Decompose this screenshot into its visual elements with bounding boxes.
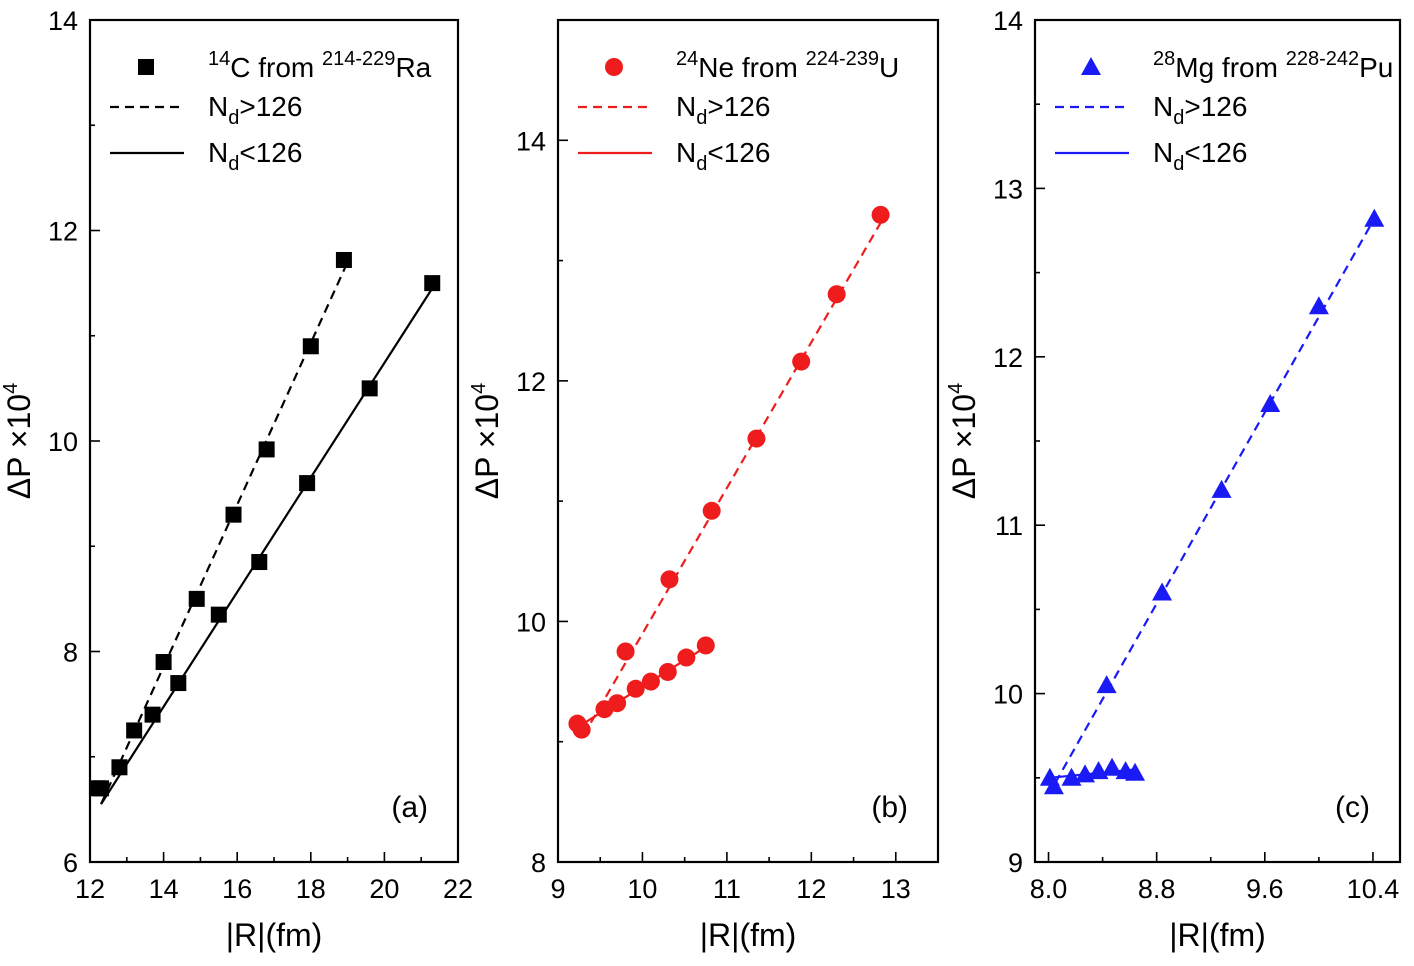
data-point <box>93 780 110 797</box>
x-tick-label: 9.6 <box>1246 874 1284 904</box>
y-tick-label: 8 <box>63 638 78 668</box>
panel-label: (b) <box>871 791 908 824</box>
y-tick-label: 8 <box>531 848 546 878</box>
y-tick-label: 10 <box>516 607 546 637</box>
y-tick-label: 10 <box>993 680 1023 710</box>
y-tick-label: 12 <box>516 367 546 397</box>
fit-line-solid <box>576 644 709 729</box>
y-tick-label: 12 <box>993 343 1023 373</box>
chart-panel-3: 8.0 8.8 9.6 10.4 9 10 11 12 13 14 |R|(fm) ΔP ×104 28… <box>945 6 1402 953</box>
legend-dashed-label: Nd>126 <box>1153 91 1247 129</box>
x-tick-label: 11 <box>713 874 741 904</box>
data-point <box>258 441 275 458</box>
legend: 14C from 214-229Ra Nd>126 Nd<126 <box>110 48 432 175</box>
y-axis-title: ΔP ×104 <box>468 383 505 499</box>
data-point <box>302 338 319 355</box>
data-point <box>1043 776 1064 795</box>
x-tick-label: 13 <box>881 874 911 904</box>
chart-panel-1: 12 14 16 18 20 22 6 8 10 12 14 |R|(fm) ΔP ×104 14C fr… <box>0 6 473 953</box>
panel-label: (c) <box>1335 791 1370 824</box>
fit-line-solid <box>100 287 434 805</box>
legend-solid-label: Nd<126 <box>1153 137 1247 175</box>
fit-line-dashed <box>100 261 349 805</box>
y-tick-label: 9 <box>1008 848 1023 878</box>
y-axis-title: ΔP ×104 <box>0 383 37 499</box>
data-point <box>1152 582 1173 601</box>
legend-dashed-label: Nd>126 <box>208 91 302 129</box>
fit-line-dashed <box>582 217 885 737</box>
y-tick-label: 14 <box>48 6 78 36</box>
x-tick-label: 22 <box>443 874 473 904</box>
y-tick-label: 6 <box>63 848 78 878</box>
data-point <box>424 275 441 292</box>
data-point <box>792 352 811 371</box>
data-point <box>660 570 679 589</box>
data-point <box>572 720 591 739</box>
plot-frame <box>556 18 940 864</box>
y-tick-label: 12 <box>48 217 78 247</box>
x-axis-title: |R|(fm) <box>226 917 323 953</box>
legend-solid-label: Nd<126 <box>676 137 770 175</box>
legend-solid-label: Nd<126 <box>208 137 302 175</box>
x-tick-label: 8.8 <box>1138 874 1176 904</box>
x-axis-title: |R|(fm) <box>1169 917 1266 953</box>
data-point <box>1364 208 1385 227</box>
legend-marker <box>605 58 623 76</box>
x-tick-label: 8.0 <box>1030 874 1068 904</box>
chart-panel-2: 9 10 11 12 13 8 10 12 14 |R|(fm) ΔP ×104 24Ne from … <box>468 18 940 953</box>
x-tick-label: 18 <box>296 874 326 904</box>
x-tick-label: 14 <box>149 874 179 904</box>
x-tick-label: 20 <box>369 874 399 904</box>
x-tick-label: 10 <box>627 874 657 904</box>
panel-label: (a) <box>391 791 428 824</box>
legend: 24Ne from 224-239U Nd>126 Nd<126 <box>578 48 899 175</box>
data-point <box>188 590 205 607</box>
legend-points-label: 14C from 214-229Ra <box>208 48 432 83</box>
data-point <box>210 606 227 623</box>
x-axis-title: |R|(fm) <box>700 917 797 953</box>
fit-line-solid <box>1049 768 1137 779</box>
legend: 28Mg from 228-242Pu Nd>126 Nd<126 <box>1055 48 1393 175</box>
legend-points-label: 28Mg from 228-242Pu <box>1153 48 1393 83</box>
y-tick-label: 13 <box>993 174 1023 204</box>
data-point <box>155 654 172 671</box>
y-tick-label: 14 <box>516 126 546 156</box>
y-tick-label: 14 <box>993 6 1023 36</box>
legend-marker <box>1081 57 1101 75</box>
y-tick-label: 11 <box>995 511 1023 541</box>
data-point <box>251 554 268 571</box>
data-point <box>335 251 352 268</box>
data-point <box>1125 762 1146 781</box>
legend-points-label: 24Ne from 224-239U <box>676 48 899 83</box>
data-point <box>702 501 721 520</box>
x-tick-label: 12 <box>796 874 826 904</box>
fit-line-dashed <box>1054 218 1376 784</box>
data-point <box>1096 675 1117 694</box>
legend-dashed-label: Nd>126 <box>676 91 770 129</box>
x-tick-label: 9 <box>550 874 565 904</box>
data-point <box>871 205 890 224</box>
legend-marker <box>138 59 154 75</box>
x-tick-label: 12 <box>75 874 105 904</box>
y-axis-title: ΔP ×104 <box>945 383 982 499</box>
data-point <box>747 429 766 448</box>
y-tick-label: 10 <box>48 427 78 457</box>
x-tick-label: 10.4 <box>1347 874 1400 904</box>
x-tick-label: 16 <box>222 874 252 904</box>
